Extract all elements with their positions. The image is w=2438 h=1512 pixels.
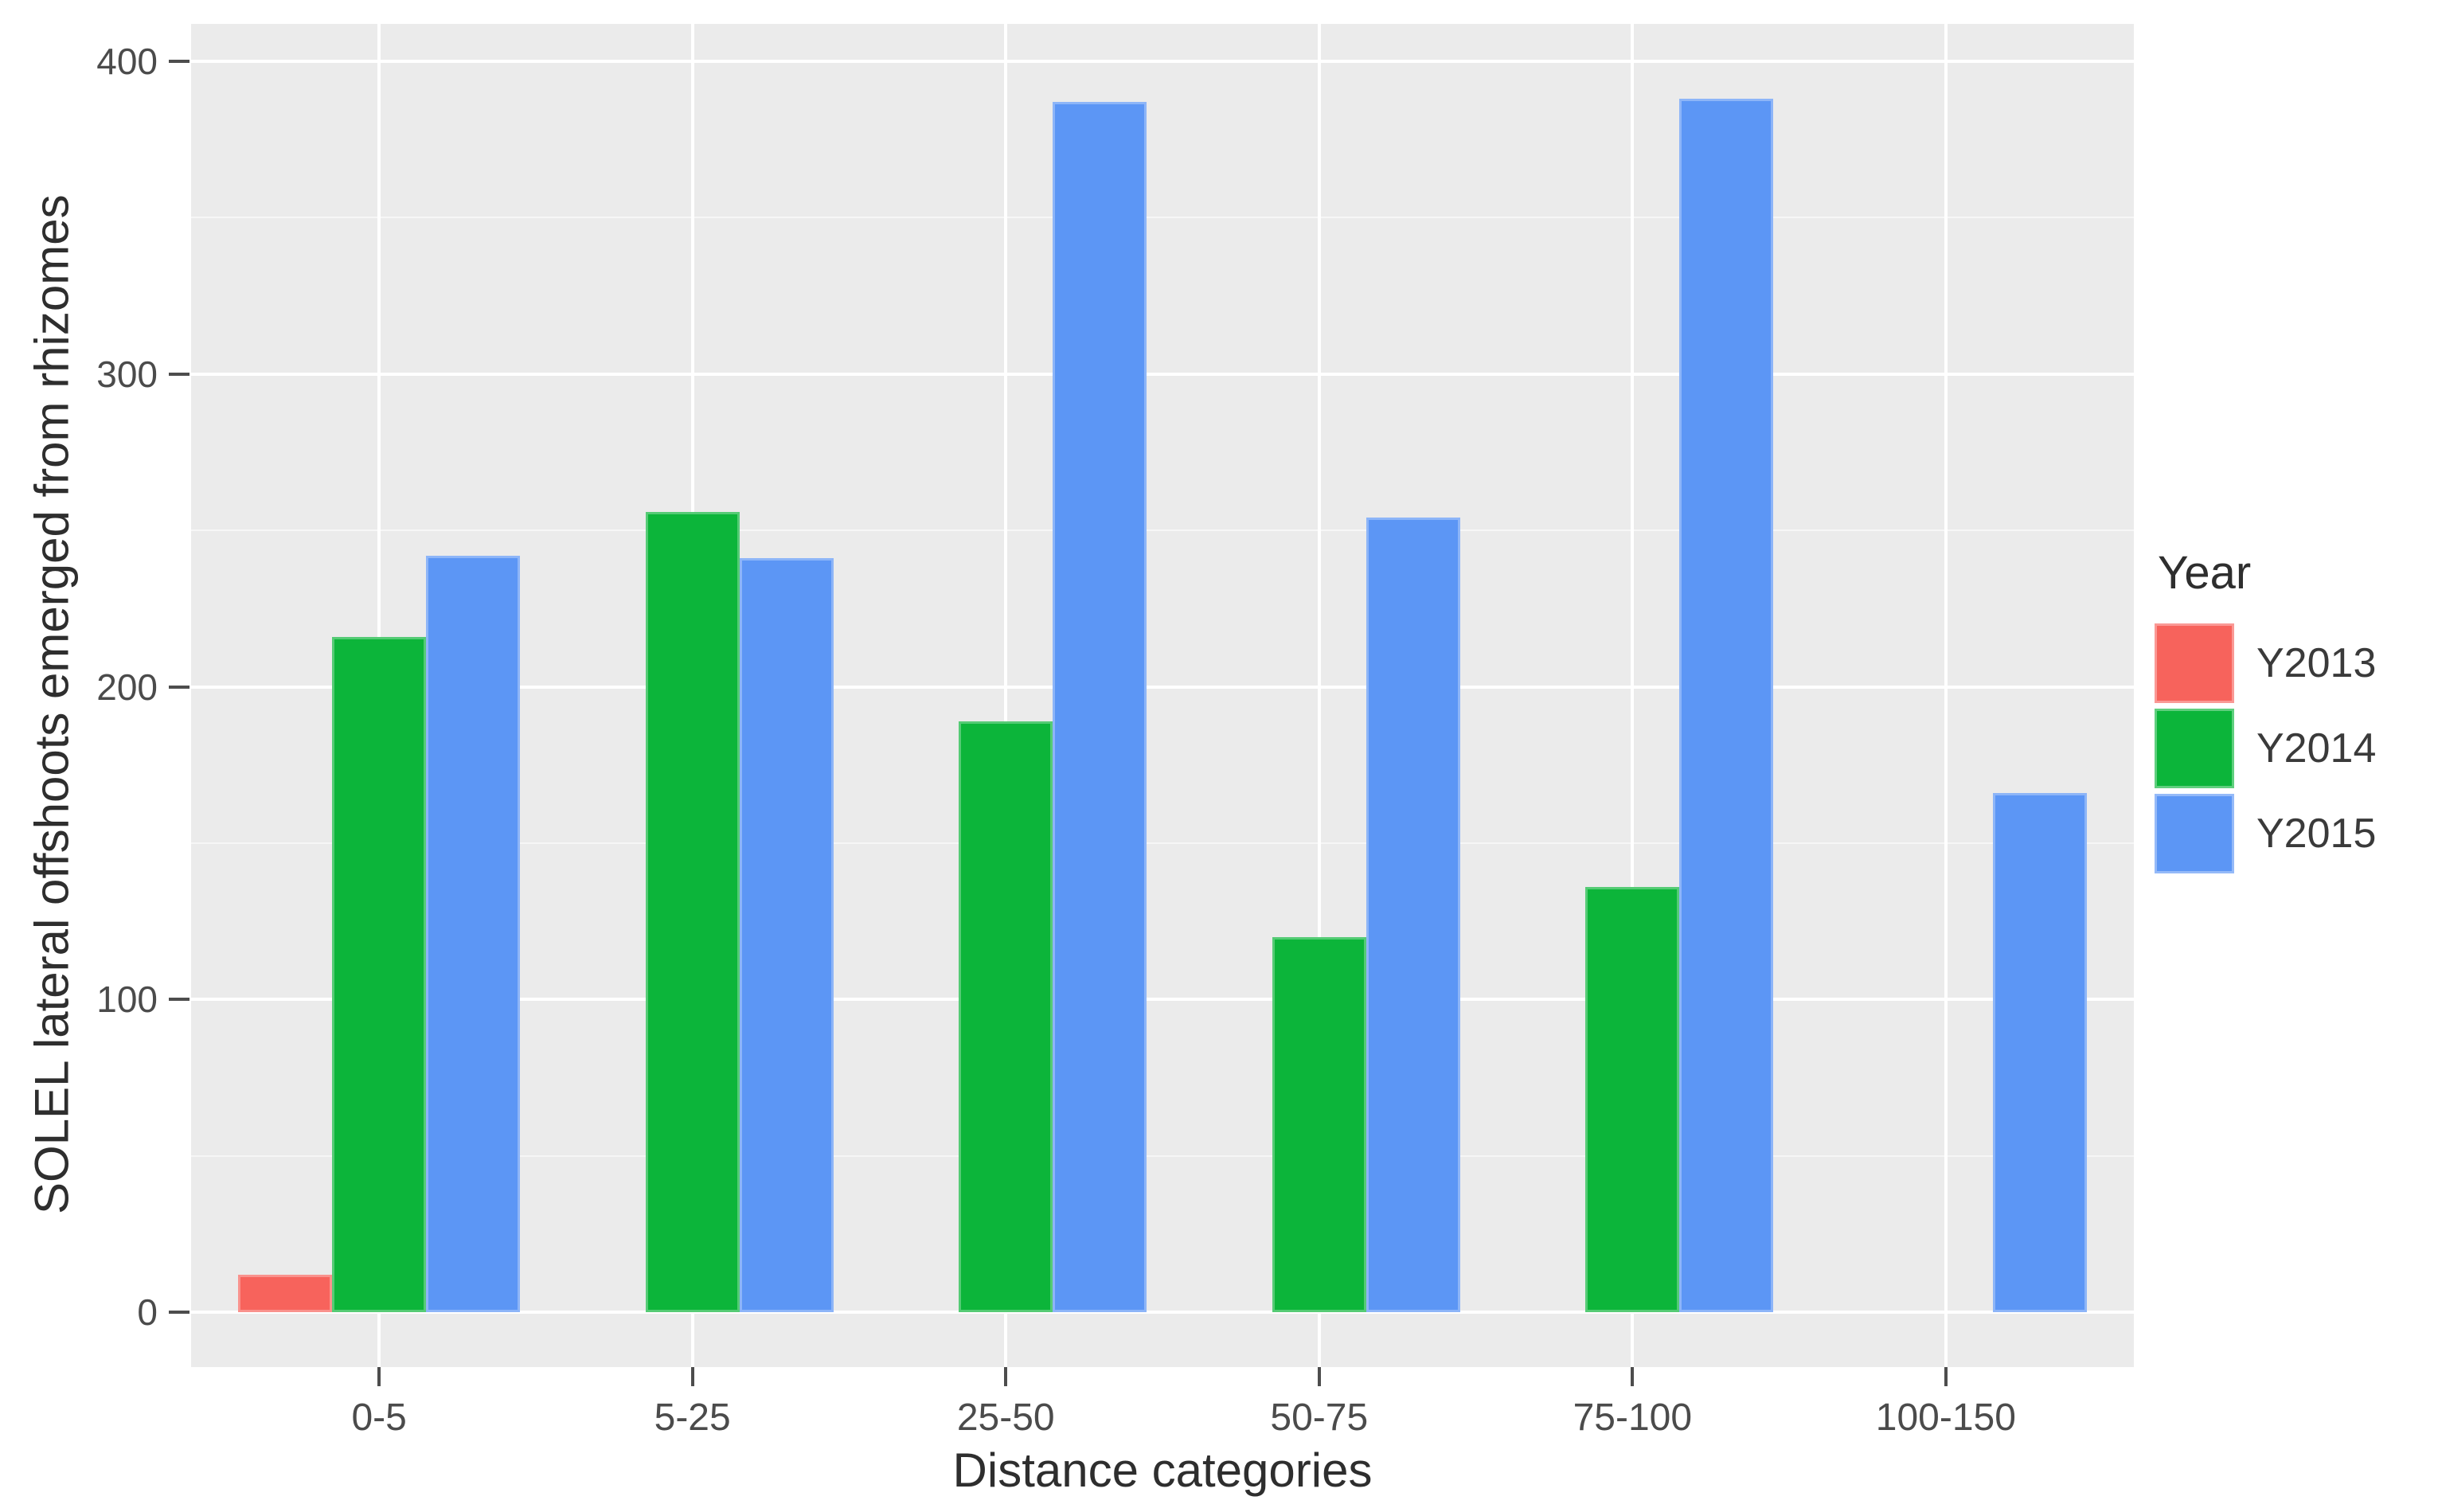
gridline-major-x-100-150 (1944, 24, 1948, 1367)
y-tick-label-300: 300 (96, 353, 158, 395)
legend-label-Y2013: Y2013 (2256, 640, 2377, 686)
y-tick-label-0: 0 (137, 1291, 158, 1333)
legend-entry-Y2015: Y2015 (2155, 794, 2433, 873)
x-tick-label-100-150: 100-150 (1875, 1397, 2016, 1439)
gridline-minor-y-250 (191, 529, 2134, 532)
gridline-minor-y-50 (191, 1155, 2134, 1157)
bar-Y2013-0-5 (238, 1274, 333, 1312)
bar-Y2014-50-75 (1272, 936, 1366, 1312)
x-tick-label-5-25: 5-25 (654, 1397, 731, 1439)
bar-Y2015-100-150 (1992, 793, 2087, 1312)
bar-Y2015-75-100 (1679, 99, 1774, 1312)
legend-entry-Y2014: Y2014 (2155, 709, 2433, 788)
y-tick-mark-200 (169, 685, 189, 689)
x-tick-mark-100-150 (1944, 1367, 1948, 1386)
y-tick-label-200: 200 (96, 666, 158, 708)
x-tick-mark-0-5 (377, 1367, 381, 1386)
bar-Y2014-25-50 (959, 721, 1053, 1312)
legend-entry-Y2013: Y2013 (2155, 623, 2433, 703)
gridline-minor-y-150 (191, 842, 2134, 844)
y-tick-mark-100 (169, 998, 189, 1002)
y-tick-mark-300 (169, 372, 189, 376)
gridline-major-y-200 (191, 685, 2134, 689)
x-tick-label-50-75: 50-75 (1270, 1397, 1369, 1439)
gridline-major-y-400 (191, 60, 2134, 63)
bar-Y2015-0-5 (426, 555, 521, 1312)
legend-key-swatch-Y2014 (2155, 709, 2234, 788)
legend-title: Year (2158, 547, 2252, 599)
x-tick-label-0-5: 0-5 (351, 1397, 407, 1439)
plot-panel (191, 24, 2134, 1367)
y-tick-label-400: 400 (96, 41, 158, 82)
legend-label-Y2014: Y2014 (2256, 725, 2377, 772)
bar-Y2015-25-50 (1053, 102, 1147, 1312)
bar-Y2015-5-25 (739, 558, 834, 1312)
legend-key-swatch-Y2015 (2155, 794, 2234, 873)
y-tick-mark-400 (169, 60, 189, 63)
gridline-major-x-25-50 (1004, 24, 1008, 1367)
bar-Y2015-50-75 (1366, 518, 1460, 1312)
gridline-major-x-50-75 (1317, 24, 1321, 1367)
gridline-major-x-75-100 (1631, 24, 1635, 1367)
legend-key-swatch-Y2013 (2155, 623, 2234, 703)
legend: Year Y2013 Y2014 Y2015 (2155, 546, 2433, 879)
bar-Y2014-75-100 (1585, 886, 1680, 1312)
bar-Y2014-0-5 (332, 636, 427, 1312)
x-tick-mark-50-75 (1317, 1367, 1321, 1386)
x-tick-mark-75-100 (1631, 1367, 1635, 1386)
gridline-major-y-300 (191, 372, 2134, 376)
x-axis-title: Distance categories (952, 1444, 1373, 1497)
gridline-major-y-100 (191, 998, 2134, 1002)
y-tick-label-100: 100 (96, 979, 158, 1021)
x-tick-label-25-50: 25-50 (956, 1397, 1055, 1439)
x-tick-mark-25-50 (1004, 1367, 1008, 1386)
y-tick-mark-0 (169, 1311, 189, 1314)
x-tick-mark-5-25 (690, 1367, 694, 1386)
bar-Y2014-5-25 (645, 511, 740, 1312)
legend-label-Y2015: Y2015 (2256, 811, 2377, 857)
gridline-minor-y-350 (191, 217, 2134, 219)
x-tick-label-75-100: 75-100 (1573, 1397, 1693, 1439)
gridline-major-y-0 (191, 1311, 2134, 1314)
legend-entries: Y2013 Y2014 Y2015 (2155, 623, 2433, 873)
